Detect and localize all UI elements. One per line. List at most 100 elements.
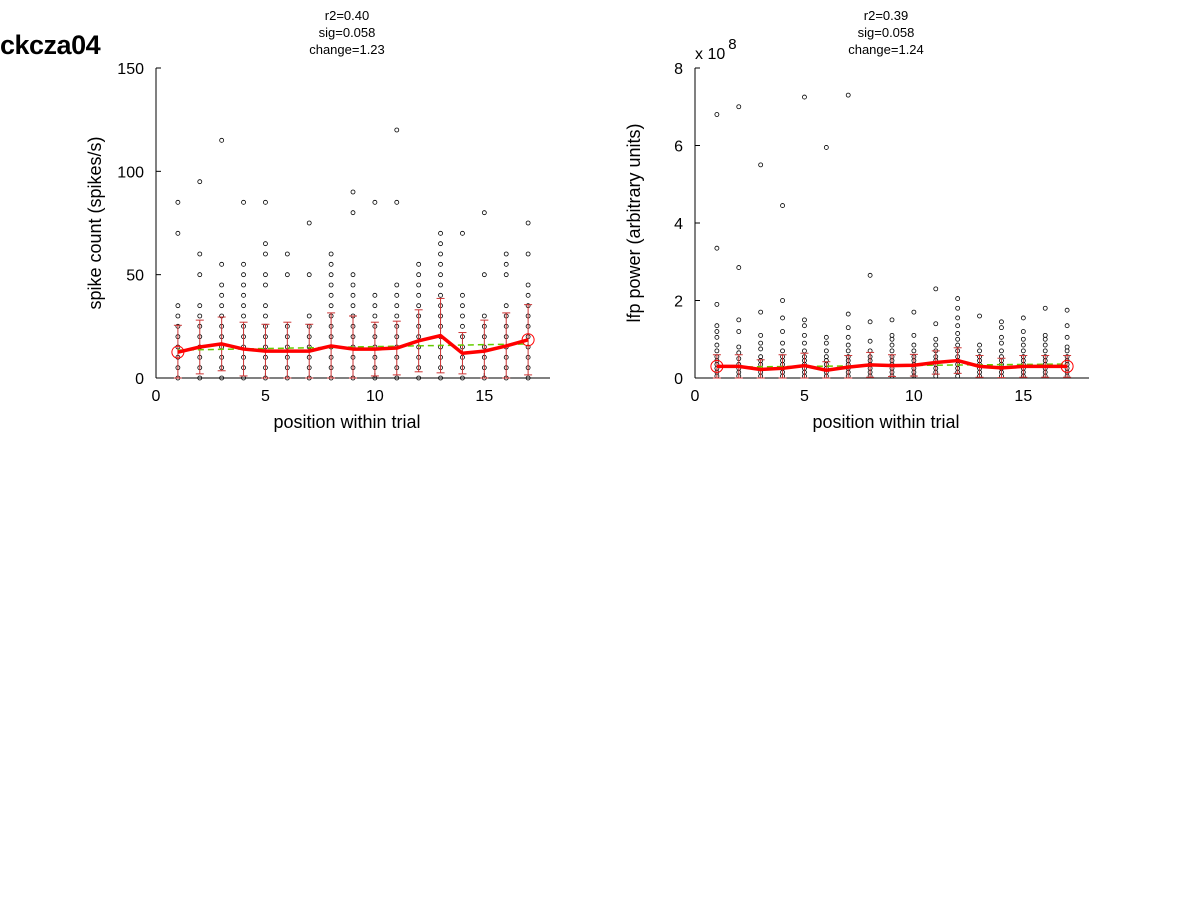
- data-point: [328, 303, 334, 309]
- y-tick-label: 50: [126, 268, 144, 285]
- y-tick-label: 100: [117, 164, 144, 181]
- mean-endpoint-marker: [710, 359, 724, 373]
- data-point: [736, 350, 742, 356]
- data-point: [219, 303, 225, 309]
- x-tick-label: 10: [905, 388, 923, 405]
- data-point: [823, 340, 829, 346]
- data-point: [416, 303, 422, 309]
- data-point: [955, 331, 961, 336]
- data-point: [416, 375, 422, 381]
- data-point: [889, 342, 895, 348]
- data-point: [911, 309, 917, 315]
- data-point: [241, 313, 246, 319]
- data-point: [219, 375, 225, 381]
- data-point: [525, 220, 531, 226]
- data-point: [714, 334, 720, 340]
- data-point: [780, 329, 785, 334]
- data-point: [802, 323, 807, 329]
- data-point: [263, 282, 268, 288]
- data-point: [372, 303, 378, 309]
- data-point: [263, 251, 268, 257]
- data-point: [1020, 329, 1026, 334]
- data-point: [1042, 332, 1048, 338]
- mean-line: [716, 358, 1068, 372]
- data-point: [845, 92, 851, 98]
- data-point: [867, 319, 873, 325]
- data-point: [460, 292, 465, 298]
- axis-exponent-label: x 108: [695, 36, 737, 63]
- y-tick-label: 4: [674, 216, 683, 233]
- data-point: [977, 342, 982, 348]
- data-point: [263, 272, 268, 278]
- data-point: [802, 340, 807, 346]
- data-point: [911, 332, 917, 338]
- data-point: [889, 348, 895, 354]
- data-point: [438, 251, 443, 257]
- data-point: [1064, 348, 1070, 354]
- data-point: [889, 332, 895, 338]
- data-point: [284, 272, 290, 278]
- data-point: [394, 313, 400, 319]
- data-point: [460, 313, 465, 319]
- data-point: [911, 342, 917, 348]
- data-point: [263, 199, 268, 205]
- data-point: [372, 199, 378, 205]
- data-point: [1064, 323, 1070, 329]
- data-point: [416, 292, 422, 298]
- x-tick-label: 5: [800, 388, 809, 405]
- data-point: [525, 251, 531, 257]
- data-point: [780, 298, 785, 303]
- trend-line: [177, 343, 529, 351]
- data-point: [350, 272, 356, 278]
- data-point: [525, 292, 531, 298]
- data-point: [416, 261, 422, 267]
- data-point: [780, 203, 785, 208]
- data-point: [955, 305, 961, 311]
- data-point: [802, 332, 807, 338]
- data-point: [350, 282, 356, 288]
- data-point: [758, 354, 764, 360]
- mean-endpoint-marker: [1060, 359, 1074, 373]
- data-point: [197, 251, 203, 257]
- data-point: [955, 296, 961, 301]
- data-point: [999, 319, 1004, 325]
- data-point: [823, 145, 829, 150]
- data-point: [714, 112, 720, 117]
- data-point: [736, 329, 742, 334]
- data-point: [372, 313, 378, 319]
- figure-title: ckcza04: [0, 30, 101, 60]
- x-tick-label: 15: [475, 388, 493, 405]
- data-point: [438, 230, 443, 236]
- data-point: [977, 348, 982, 354]
- data-point: [306, 313, 312, 319]
- data-point: [736, 104, 742, 110]
- data-point: [481, 210, 487, 216]
- data-point: [714, 342, 720, 348]
- data-point: [394, 282, 400, 288]
- data-point: [219, 282, 225, 288]
- data-point: [758, 309, 764, 315]
- data-point: [175, 199, 181, 205]
- data-point: [372, 292, 378, 298]
- data-point: [999, 340, 1004, 346]
- data-point: [263, 241, 268, 247]
- data-point: [823, 348, 829, 354]
- data-point: [306, 220, 312, 226]
- mean-endpoint-marker: [521, 333, 535, 347]
- data-point: [328, 251, 334, 257]
- data-point: [714, 329, 720, 334]
- stat-text: r2=0.40: [325, 8, 369, 23]
- data-point: [350, 189, 356, 195]
- data-point: [438, 261, 443, 267]
- data-point: [999, 334, 1004, 340]
- data-point: [219, 137, 225, 143]
- data-point: [823, 334, 829, 340]
- data-point: [823, 354, 829, 360]
- data-point: [197, 313, 203, 319]
- y-tick-label: 150: [117, 61, 144, 78]
- data-point: [241, 199, 246, 205]
- y-tick-label: 2: [674, 294, 683, 311]
- mean-line: [177, 333, 529, 355]
- data-point: [284, 251, 290, 257]
- data-point: [714, 245, 720, 251]
